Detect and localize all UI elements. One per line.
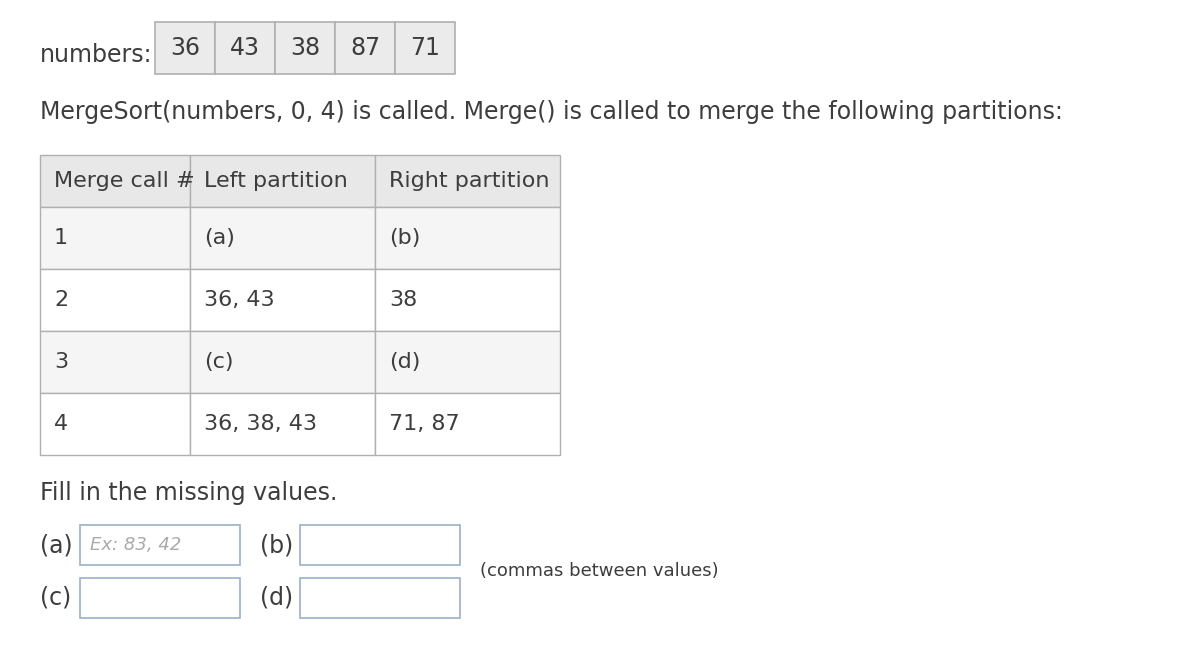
- Text: (b): (b): [389, 228, 420, 248]
- Text: 71, 87: 71, 87: [389, 414, 460, 434]
- Bar: [300, 578, 460, 618]
- Text: numbers:: numbers:: [40, 43, 152, 67]
- Bar: [40, 207, 190, 269]
- Bar: [40, 155, 190, 207]
- Text: (commas between values): (commas between values): [480, 563, 719, 580]
- Bar: [300, 525, 460, 565]
- Text: Right partition: Right partition: [389, 171, 550, 191]
- Text: 38: 38: [389, 290, 418, 310]
- Text: (a): (a): [204, 228, 235, 248]
- Text: 71: 71: [410, 36, 440, 60]
- Text: (c): (c): [40, 586, 71, 610]
- Text: 38: 38: [290, 36, 320, 60]
- Text: (c): (c): [204, 352, 234, 372]
- Text: 3: 3: [54, 352, 68, 372]
- Bar: [190, 155, 374, 207]
- Bar: [190, 269, 374, 331]
- Text: (d): (d): [260, 586, 293, 610]
- Bar: [374, 207, 560, 269]
- Text: MergeSort(numbers, 0, 4) is called. Merge() is called to merge the following par: MergeSort(numbers, 0, 4) is called. Merg…: [40, 100, 1063, 124]
- Text: (a): (a): [40, 533, 73, 557]
- Text: (b): (b): [260, 533, 293, 557]
- Bar: [190, 331, 374, 393]
- Text: 43: 43: [230, 36, 260, 60]
- Bar: [374, 269, 560, 331]
- Bar: [155, 22, 215, 74]
- Bar: [374, 331, 560, 393]
- Text: 36: 36: [170, 36, 200, 60]
- Text: 36, 43: 36, 43: [204, 290, 275, 310]
- Text: 4: 4: [54, 414, 68, 434]
- Bar: [374, 393, 560, 455]
- Bar: [80, 578, 240, 618]
- Bar: [190, 393, 374, 455]
- Text: 36, 38, 43: 36, 38, 43: [204, 414, 317, 434]
- Text: Ex: 83, 42: Ex: 83, 42: [90, 536, 181, 554]
- Bar: [40, 331, 190, 393]
- Text: 2: 2: [54, 290, 68, 310]
- Bar: [395, 22, 455, 74]
- Bar: [40, 269, 190, 331]
- Text: 87: 87: [350, 36, 380, 60]
- Text: (d): (d): [389, 352, 420, 372]
- Bar: [215, 22, 275, 74]
- Bar: [335, 22, 395, 74]
- Bar: [80, 525, 240, 565]
- Text: Fill in the missing values.: Fill in the missing values.: [40, 481, 337, 505]
- Text: Left partition: Left partition: [204, 171, 348, 191]
- Bar: [275, 22, 335, 74]
- Text: Merge call #: Merge call #: [54, 171, 194, 191]
- Bar: [40, 393, 190, 455]
- Bar: [374, 155, 560, 207]
- Text: 1: 1: [54, 228, 68, 248]
- Bar: [190, 207, 374, 269]
